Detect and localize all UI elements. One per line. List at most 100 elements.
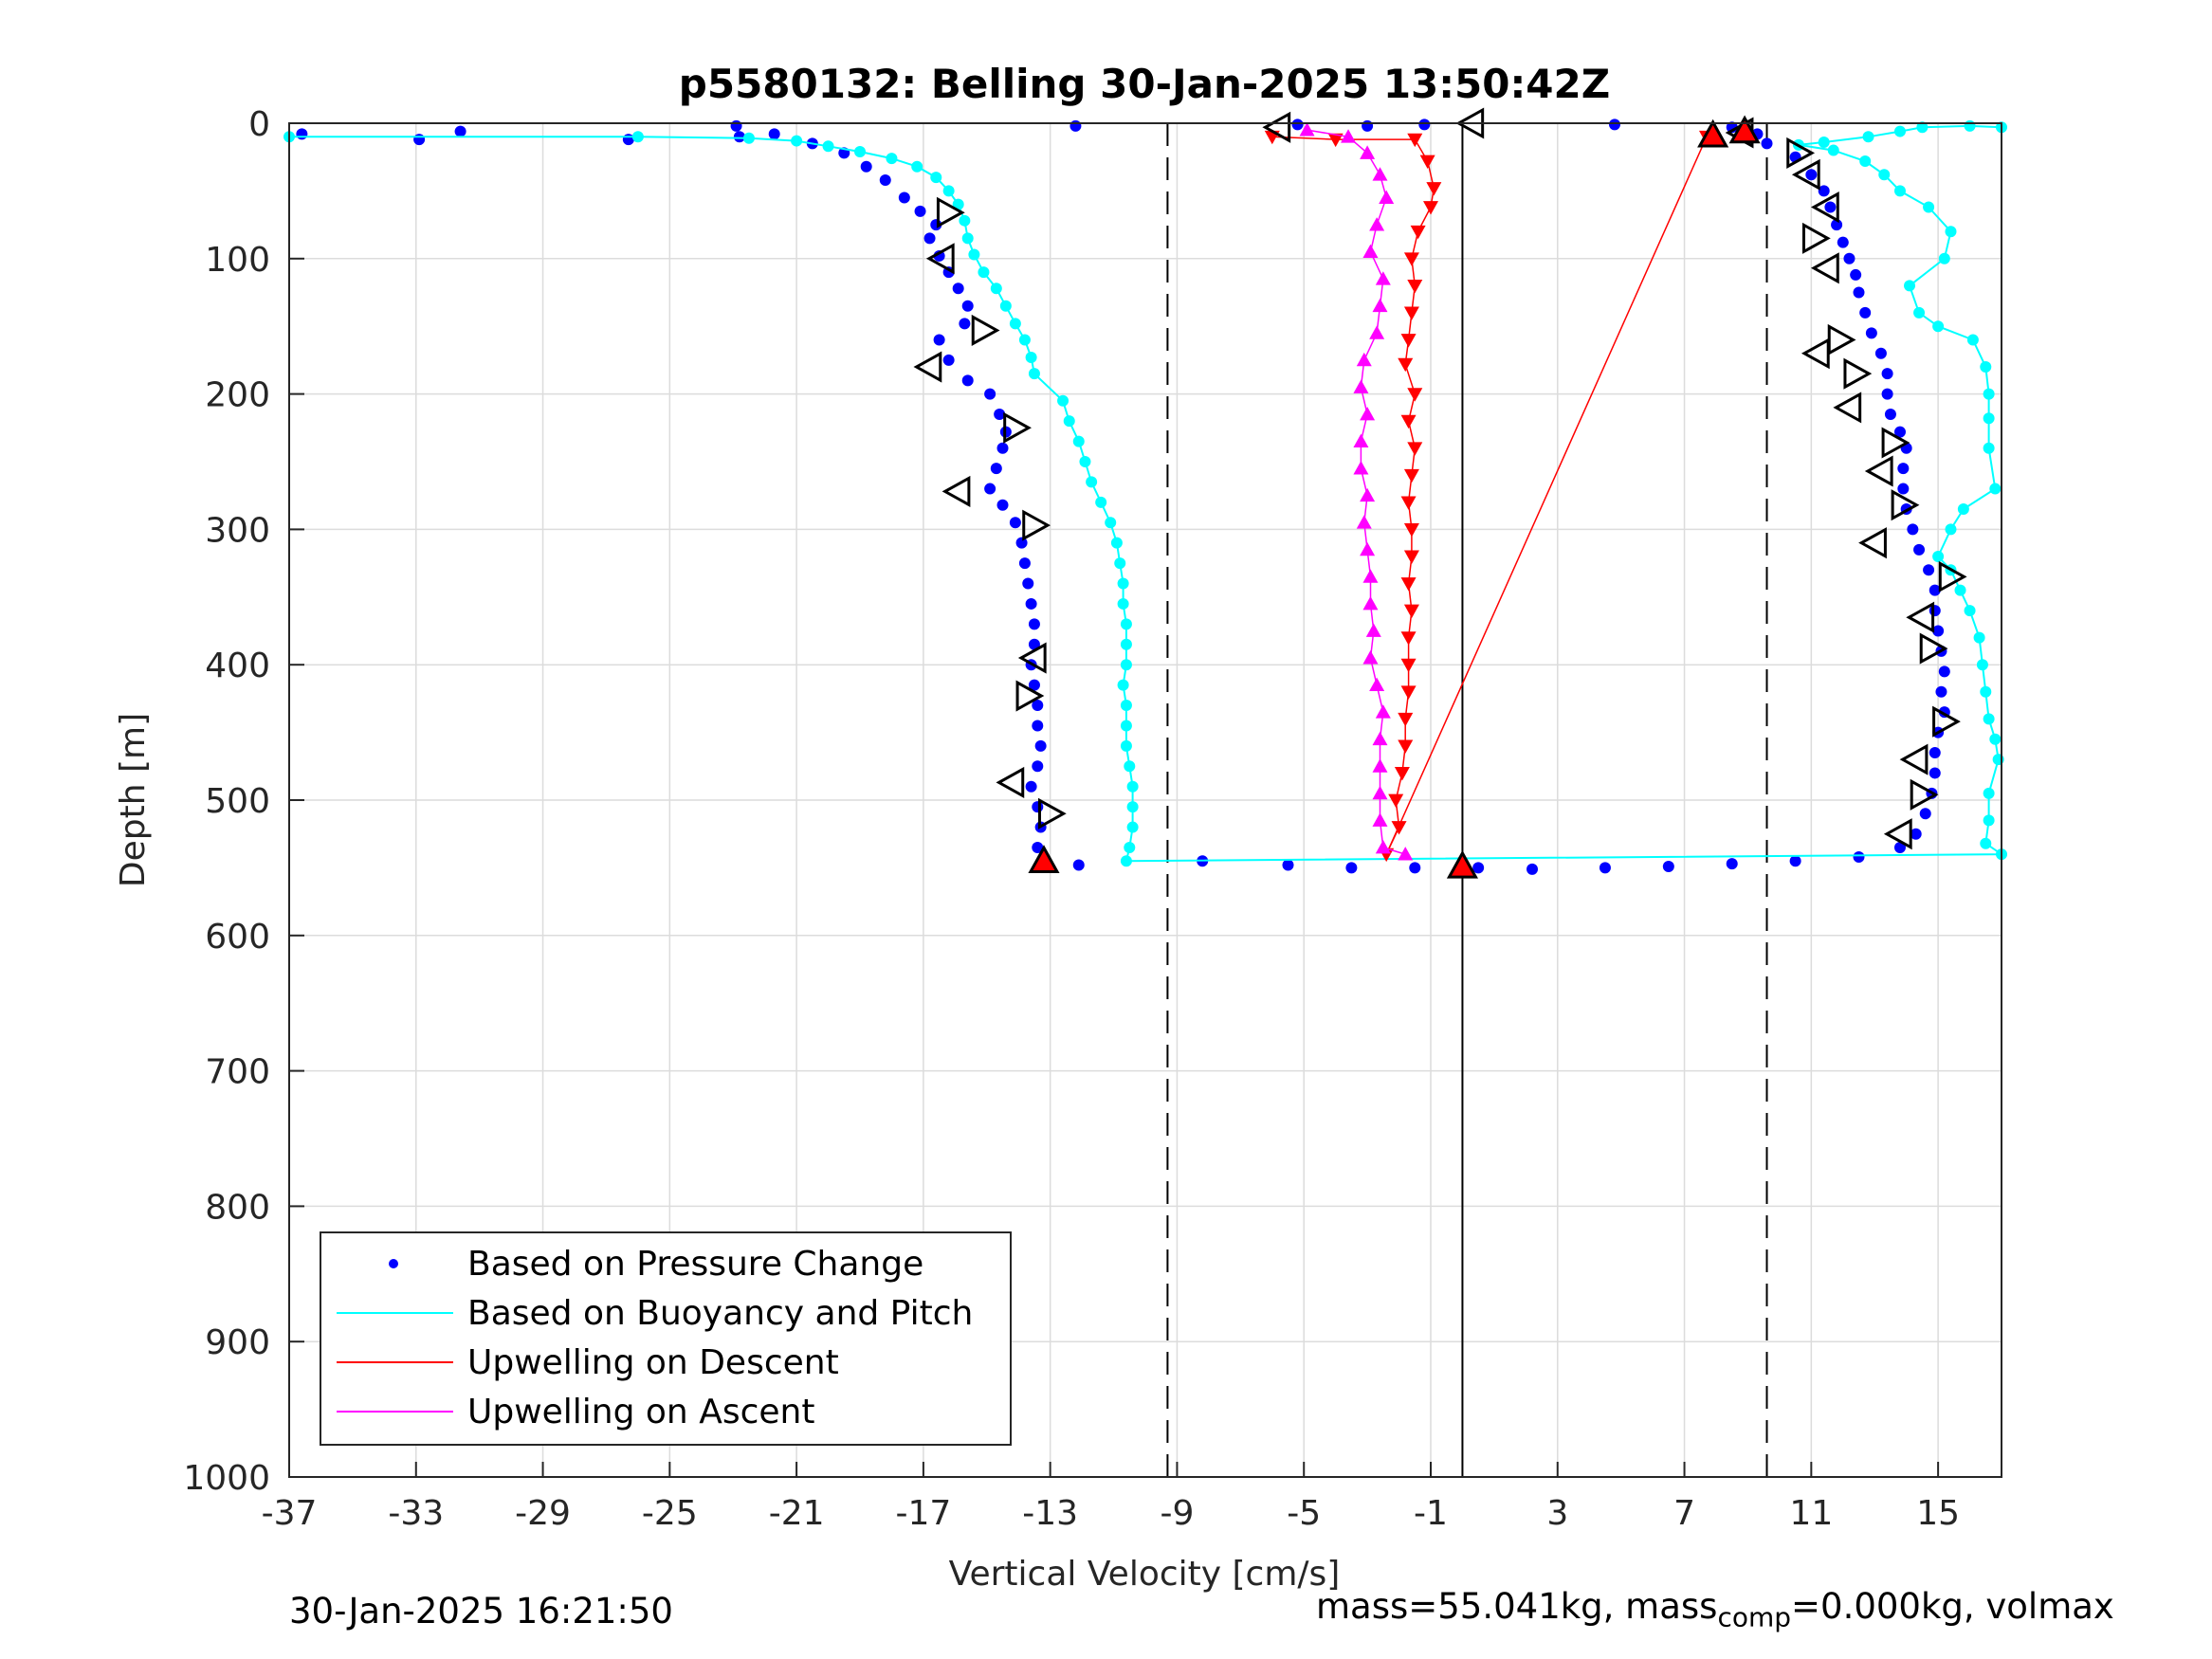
pressure-point (1418, 118, 1431, 131)
buoyancy-point (1916, 121, 1929, 134)
buoyancy-point (911, 160, 923, 173)
y-axis-ticks: 0 100 200 300 400 500 600 700 800 900 1000 (183, 105, 304, 1498)
descent-point (1407, 279, 1423, 294)
pressure-point (1028, 679, 1040, 691)
x-tick-label: -13 (1022, 1494, 1078, 1533)
ascent-point (1360, 407, 1376, 421)
buoyancy-point (968, 248, 980, 261)
y-tick-label: 100 (205, 241, 270, 280)
buoyancy-point (1983, 814, 1995, 827)
buoyancy-point (742, 132, 755, 144)
ascent-point (1365, 623, 1381, 637)
pressure-point (1805, 169, 1818, 181)
turn-marker (971, 314, 1000, 347)
buoyancy-point (1120, 855, 1132, 867)
pressure-point (454, 125, 466, 137)
pressure-point (898, 191, 910, 204)
y-tick-label: 400 (205, 647, 270, 685)
pressure-point (961, 300, 974, 312)
descent-point (1403, 604, 1419, 619)
pressure-point (1824, 201, 1837, 213)
pressure-point (1923, 564, 1935, 576)
turn-marker (1883, 818, 1912, 850)
pressure-point (1865, 327, 1877, 339)
pressure-point (1069, 119, 1082, 132)
buoyancy-point (1079, 456, 1091, 467)
turn-marker (925, 243, 955, 275)
x-tick-label: -5 (1287, 1494, 1321, 1533)
buoyancy-point (1983, 442, 1995, 454)
buoyancy-point (961, 232, 974, 245)
footer-timestamp: 30-Jan-2025 16:21:50 (289, 1591, 673, 1632)
pressure-point (1853, 286, 1865, 299)
buoyancy-point (1923, 201, 1935, 213)
pressure-point (1850, 268, 1862, 281)
turn-marker (1003, 411, 1032, 444)
descent-point (1400, 334, 1417, 348)
turn-marker (1919, 632, 1948, 665)
buoyancy-point (942, 185, 955, 197)
turn-marker (996, 766, 1025, 798)
pressure-point (942, 354, 955, 366)
pressure-point (984, 483, 996, 495)
buoyancy-point (1114, 557, 1126, 570)
buoyancy-point (1980, 837, 1992, 849)
pressure-point (1897, 463, 1910, 475)
descent-point (1394, 767, 1410, 781)
buoyancy-point (1932, 550, 1945, 562)
y-tick-label: 800 (205, 1188, 270, 1227)
pressure-point (1291, 118, 1304, 131)
pressure-point (1881, 388, 1893, 400)
buoyancy-point (959, 214, 971, 227)
buoyancy-point (1117, 597, 1129, 610)
turn-marker (1037, 797, 1067, 830)
pressure-point (1853, 850, 1865, 863)
pressure-point (1526, 863, 1539, 875)
x-tick-label: -1 (1414, 1494, 1448, 1533)
buoyancy-point (1964, 119, 1976, 132)
buoyancy-point (1120, 618, 1132, 630)
descent-point (1400, 577, 1417, 592)
buoyancy-point (1025, 352, 1037, 364)
descent-point (1407, 133, 1423, 148)
buoyancy-point (1120, 700, 1132, 712)
pressure-point (1893, 841, 1906, 853)
buoyancy-point (1095, 496, 1107, 508)
ascent-point (1360, 541, 1376, 556)
ascent-point (1341, 129, 1357, 143)
mass-rest: =0.000kg, volmax (1791, 1586, 2114, 1627)
descent-point (1407, 388, 1423, 402)
pressure-point (1022, 577, 1034, 590)
pressure-point (959, 318, 971, 330)
buoyancy-point (1945, 226, 1957, 238)
pressure-point (1662, 860, 1674, 872)
pressure-point (1884, 409, 1896, 421)
buoyancy-point (791, 135, 803, 147)
ascent-point (1362, 595, 1379, 611)
pressure-point (1282, 859, 1294, 871)
legend-label: Upwelling on Ascent (467, 1393, 814, 1431)
pressure-point (1910, 828, 1922, 840)
turn-marker (1833, 392, 1862, 424)
pressure-point (1761, 137, 1773, 150)
descent-point (1398, 739, 1414, 754)
ascent-point (1369, 325, 1385, 339)
turn-marker (1801, 222, 1831, 254)
ascent-point (1372, 731, 1388, 746)
descent-point (1327, 133, 1344, 148)
buoyancy-point (1018, 334, 1031, 346)
buoyancy-point (1818, 136, 1830, 148)
y-tick-label: 0 (248, 105, 270, 144)
pressure-point (1938, 665, 1950, 678)
pressure-point (1032, 760, 1044, 773)
buoyancy-point (1964, 605, 1976, 617)
descent-point (1388, 793, 1404, 808)
y-tick-label: 500 (205, 782, 270, 821)
pressure-point (1409, 862, 1421, 874)
turn-marker (1015, 680, 1045, 712)
descent-point (1403, 306, 1419, 320)
pressure-point (1015, 537, 1028, 549)
buoyancy-point (1983, 388, 1995, 400)
turn-marker (1017, 642, 1047, 674)
y-tick-label: 900 (205, 1323, 270, 1362)
